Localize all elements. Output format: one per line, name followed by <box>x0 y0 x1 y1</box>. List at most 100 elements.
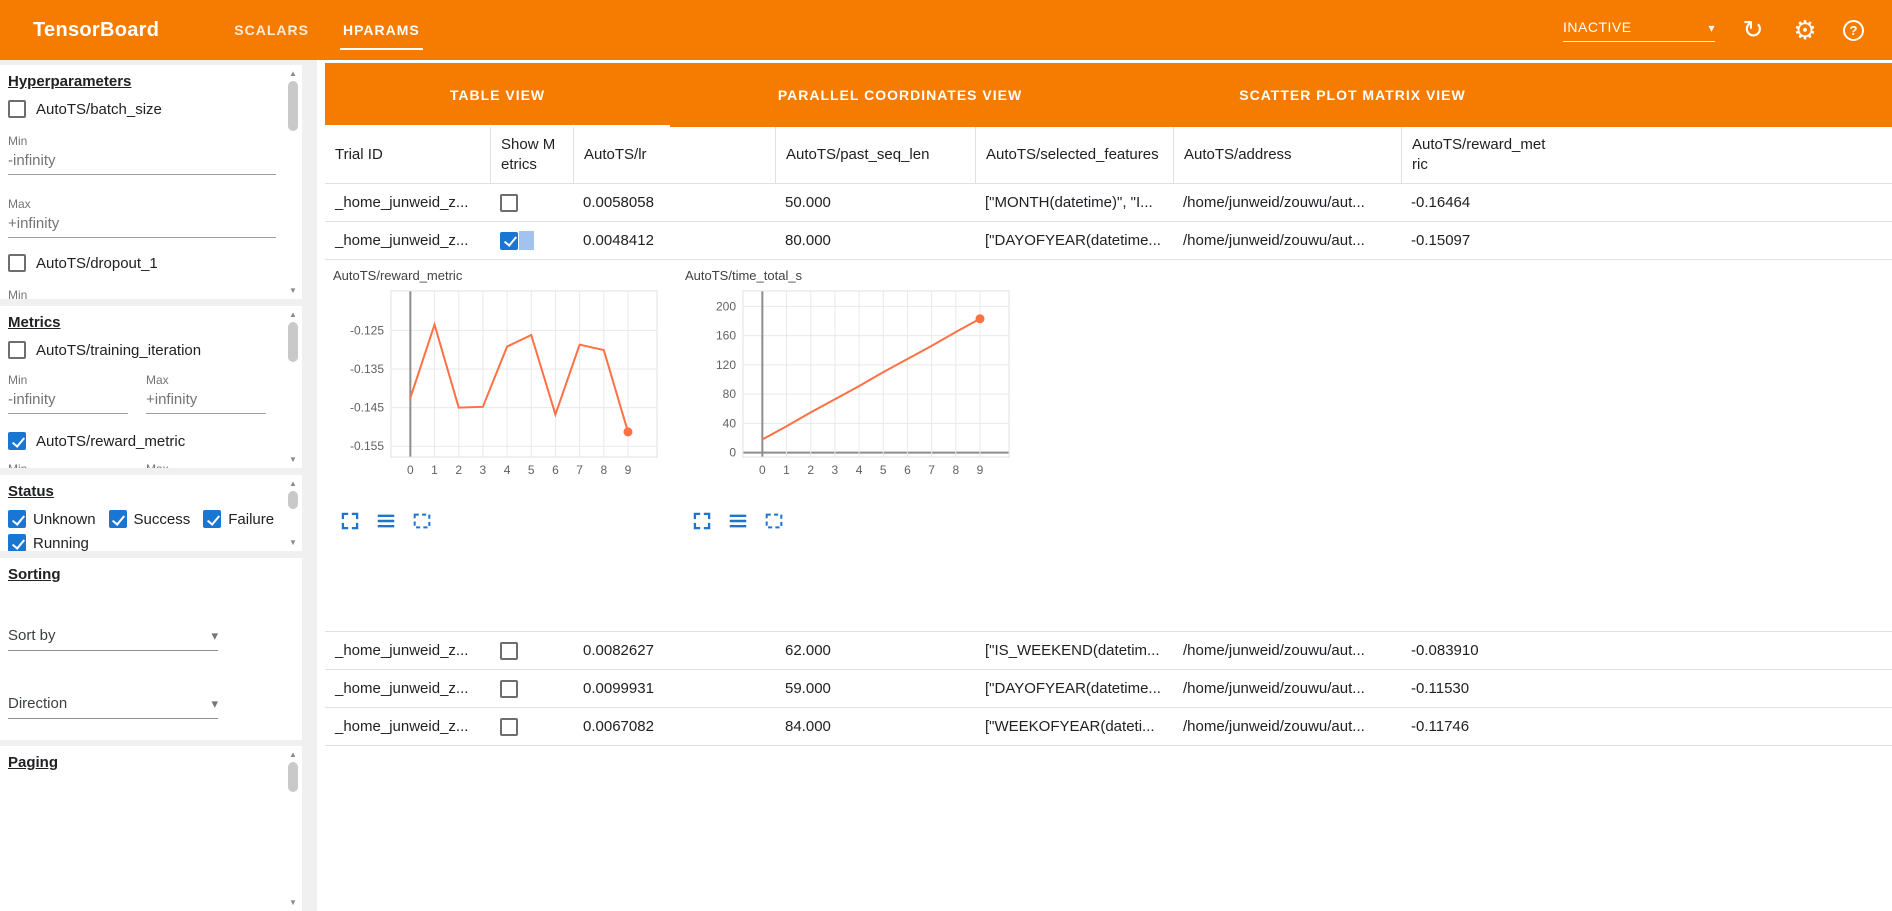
log-scale-button[interactable] <box>727 510 749 532</box>
cell-address: /home/junweid/zouwu/aut... <box>1183 194 1365 211</box>
cell-lr: 0.0058058 <box>583 194 654 211</box>
cell-show-metrics <box>490 231 573 250</box>
metrics-heading: Metrics <box>8 314 61 331</box>
svg-text:6: 6 <box>904 463 911 477</box>
cell-lr: 0.0099931 <box>583 680 654 697</box>
scrollbar-thumb[interactable] <box>288 322 298 362</box>
training-iteration-checkbox[interactable] <box>8 341 26 359</box>
min-caption: Min <box>8 373 28 387</box>
table-row: _home_junweid_z... 0.0048412 80.000 ["DA… <box>325 222 1892 260</box>
tab-hparams[interactable]: HPARAMS <box>326 0 437 60</box>
fit-domain-button[interactable] <box>763 510 785 532</box>
app-header: TensorBoard SCALARS HPARAMS INACTIVE ▾ ↻… <box>0 0 1892 60</box>
show-metrics-checkbox[interactable] <box>500 231 518 250</box>
hparam-item-batch-size: AutoTS/batch_size <box>8 100 280 118</box>
direction-select[interactable]: Direction ▾ <box>8 695 218 719</box>
svg-text:4: 4 <box>856 463 863 477</box>
sort-by-label: Sort by <box>8 627 56 644</box>
help-icon[interactable]: ? <box>1843 19 1864 41</box>
batch-size-max-input[interactable]: +infinity <box>8 215 276 238</box>
svg-text:5: 5 <box>528 463 535 477</box>
training-iteration-max-input[interactable]: +infinity <box>146 391 266 414</box>
direction-label: Direction <box>8 695 68 712</box>
dropout-checkbox[interactable] <box>8 254 26 272</box>
cell-show-metrics <box>490 193 573 212</box>
cell-selected-features: ["WEEKOFYEAR(dateti... <box>985 718 1155 735</box>
sidebar: Hyperparameters AutoTS/batch_size Min -i… <box>0 60 317 911</box>
success-checkbox[interactable] <box>108 510 127 528</box>
cell-address: /home/junweid/zouwu/aut... <box>1183 642 1365 659</box>
col-trial-id: Trial ID <box>335 146 383 163</box>
hyperparameters-heading: Hyperparameters <box>8 73 132 90</box>
scroll-up-icon[interactable]: ▲ <box>289 310 297 319</box>
run-status-dropdown[interactable]: INACTIVE ▾ <box>1563 19 1715 42</box>
reward-metric-checkbox[interactable] <box>8 432 26 450</box>
failure-checkbox[interactable] <box>203 510 222 528</box>
header-actions: INACTIVE ▾ ↻ ⚙ ? <box>1563 16 1892 44</box>
scroll-down-icon[interactable]: ▼ <box>289 898 297 907</box>
scroll-up-icon[interactable]: ▲ <box>289 69 297 78</box>
svg-text:3: 3 <box>480 463 487 477</box>
tab-table-view[interactable]: TABLE VIEW <box>325 63 670 127</box>
hyperparameters-panel: Hyperparameters AutoTS/batch_size Min -i… <box>0 65 302 299</box>
scroll-down-icon[interactable]: ▼ <box>289 455 297 464</box>
gear-icon[interactable]: ⚙ <box>1793 15 1817 45</box>
cell-past-seq-len: 84.000 <box>785 718 831 735</box>
svg-text:8: 8 <box>952 463 959 477</box>
cell-address: /home/junweid/zouwu/aut... <box>1183 718 1365 735</box>
chart-actions <box>691 510 1025 532</box>
cell-show-metrics <box>490 679 573 698</box>
tab-scatter-plot-matrix-view[interactable]: SCATTER PLOT MATRIX VIEW <box>1239 87 1466 103</box>
svg-text:2: 2 <box>455 463 462 477</box>
svg-text:-0.135: -0.135 <box>350 362 384 376</box>
show-metrics-checkbox[interactable] <box>500 717 518 736</box>
show-metrics-checkbox[interactable] <box>500 193 518 212</box>
cell-lr: 0.0067082 <box>583 718 654 735</box>
svg-text:9: 9 <box>977 463 984 477</box>
expand-chart-button[interactable] <box>691 510 713 532</box>
status-option-label: Success <box>133 510 191 528</box>
svg-text:8: 8 <box>600 463 607 477</box>
scroll-down-icon[interactable]: ▼ <box>289 538 297 547</box>
app-title: TensorBoard <box>33 18 160 41</box>
expand-chart-button[interactable] <box>339 510 361 532</box>
metrics-panel: Metrics AutoTS/training_iteration Min -i… <box>0 306 302 468</box>
status-option-label: Running <box>33 534 89 552</box>
cell-show-metrics <box>490 641 573 660</box>
show-metrics-checkbox[interactable] <box>500 679 518 698</box>
svg-text:7: 7 <box>576 463 583 477</box>
scrollbar[interactable]: ▲ ▼ <box>287 69 299 295</box>
batch-size-checkbox[interactable] <box>8 100 26 118</box>
scroll-up-icon[interactable]: ▲ <box>289 479 297 488</box>
scrollbar-thumb[interactable] <box>288 491 298 509</box>
cell-reward-metric: -0.11530 <box>1411 680 1470 697</box>
cell-reward-metric: -0.11746 <box>1411 718 1470 735</box>
fit-domain-button[interactable] <box>411 510 433 532</box>
scrollbar-thumb[interactable] <box>288 81 298 131</box>
scrollbar[interactable]: ▲ ▼ <box>287 310 299 464</box>
status-option-label: Failure <box>228 510 275 528</box>
cell-trial-id: _home_junweid_z... <box>335 194 469 211</box>
cell-reward-metric: -0.15097 <box>1411 232 1471 249</box>
status-option-running: Running <box>8 534 89 551</box>
training-iteration-min-input[interactable]: -infinity <box>8 391 128 414</box>
scrollbar[interactable]: ▲ ▼ <box>287 750 299 907</box>
col-selected-features: AutoTS/selected_features <box>975 127 1173 183</box>
scrollbar-thumb[interactable] <box>288 762 298 792</box>
hparam-item-dropout: AutoTS/dropout_1 <box>8 254 280 272</box>
show-metrics-checkbox[interactable] <box>500 641 518 660</box>
running-checkbox[interactable] <box>8 534 26 551</box>
scrollbar[interactable]: ▲ ▼ <box>287 479 299 547</box>
metric-label: AutoTS/reward_metric <box>36 432 186 450</box>
unknown-checkbox[interactable] <box>8 510 26 528</box>
tab-parallel-coordinates-view[interactable]: PARALLEL COORDINATES VIEW <box>777 87 1023 103</box>
refresh-icon[interactable]: ↻ <box>1742 15 1764 44</box>
tab-scalars[interactable]: SCALARS <box>234 22 309 38</box>
scroll-down-icon[interactable]: ▼ <box>289 286 297 295</box>
batch-size-min-input[interactable]: -infinity <box>8 152 276 175</box>
log-scale-button[interactable] <box>375 510 397 532</box>
scroll-up-icon[interactable]: ▲ <box>289 750 297 759</box>
sort-by-select[interactable]: Sort by ▾ <box>8 627 218 651</box>
paging-heading: Paging <box>8 754 59 771</box>
chevron-down-icon: ▾ <box>1708 20 1715 35</box>
